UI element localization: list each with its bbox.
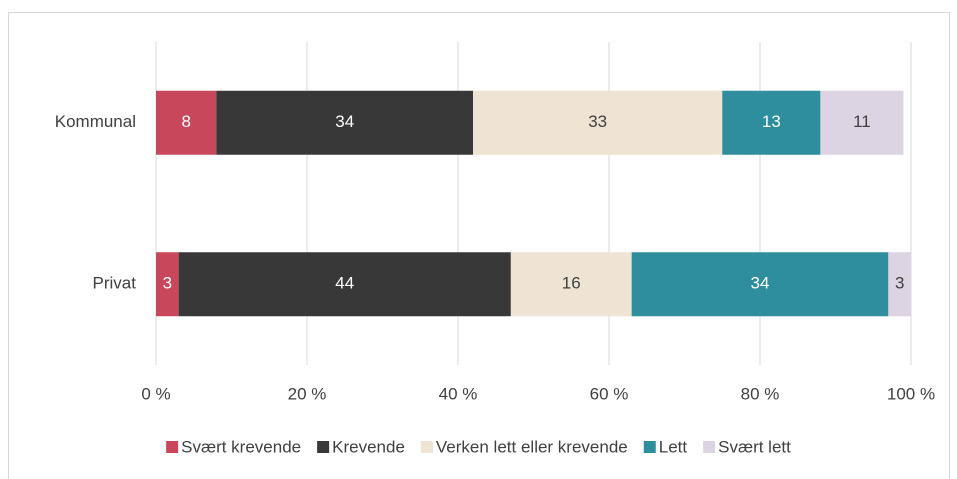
bar-segment — [631, 252, 889, 317]
bar-segment — [178, 252, 511, 317]
data-label: 8 — [181, 112, 190, 131]
legend-label: Lett — [659, 437, 688, 456]
y-tick-label: Kommunal — [55, 112, 136, 131]
bar-segment — [722, 90, 821, 155]
bar-segment — [156, 90, 217, 155]
legend-swatch — [643, 441, 656, 453]
bar-segment — [473, 90, 723, 155]
data-label: 3 — [163, 274, 172, 293]
data-label: 34 — [751, 274, 770, 293]
data-label: 3 — [895, 274, 904, 293]
legend-swatch — [703, 441, 716, 453]
data-label: 33 — [588, 112, 607, 131]
x-tick-label: 20 % — [288, 384, 327, 403]
bar-segment — [156, 252, 179, 317]
x-tick-label: 80 % — [741, 384, 780, 403]
data-label: 16 — [562, 274, 581, 293]
legend-label: Svært lett — [718, 437, 791, 456]
x-tick-label: 100 % — [887, 384, 935, 403]
legend-label: Krevende — [332, 437, 405, 456]
legend-swatch — [420, 441, 433, 453]
x-tick-label: 60 % — [590, 384, 629, 403]
legend-label: Verken lett eller krevende — [436, 437, 628, 456]
legend-label: Svært krevende — [181, 437, 301, 456]
bar-segment — [820, 90, 904, 155]
bar-segment — [510, 252, 632, 317]
data-label: 11 — [853, 112, 871, 131]
x-tick-label: 0 % — [141, 384, 170, 403]
data-label: 44 — [335, 274, 354, 293]
chart-frame — [8, 12, 950, 479]
data-label: 34 — [335, 112, 354, 131]
legend-swatch — [166, 441, 179, 453]
y-tick-label: Privat — [93, 274, 137, 293]
x-tick-label: 40 % — [439, 384, 478, 403]
legend-swatch — [317, 441, 330, 453]
bar-segment — [888, 252, 911, 317]
data-label: 13 — [762, 112, 781, 131]
bar-segment — [216, 90, 474, 155]
